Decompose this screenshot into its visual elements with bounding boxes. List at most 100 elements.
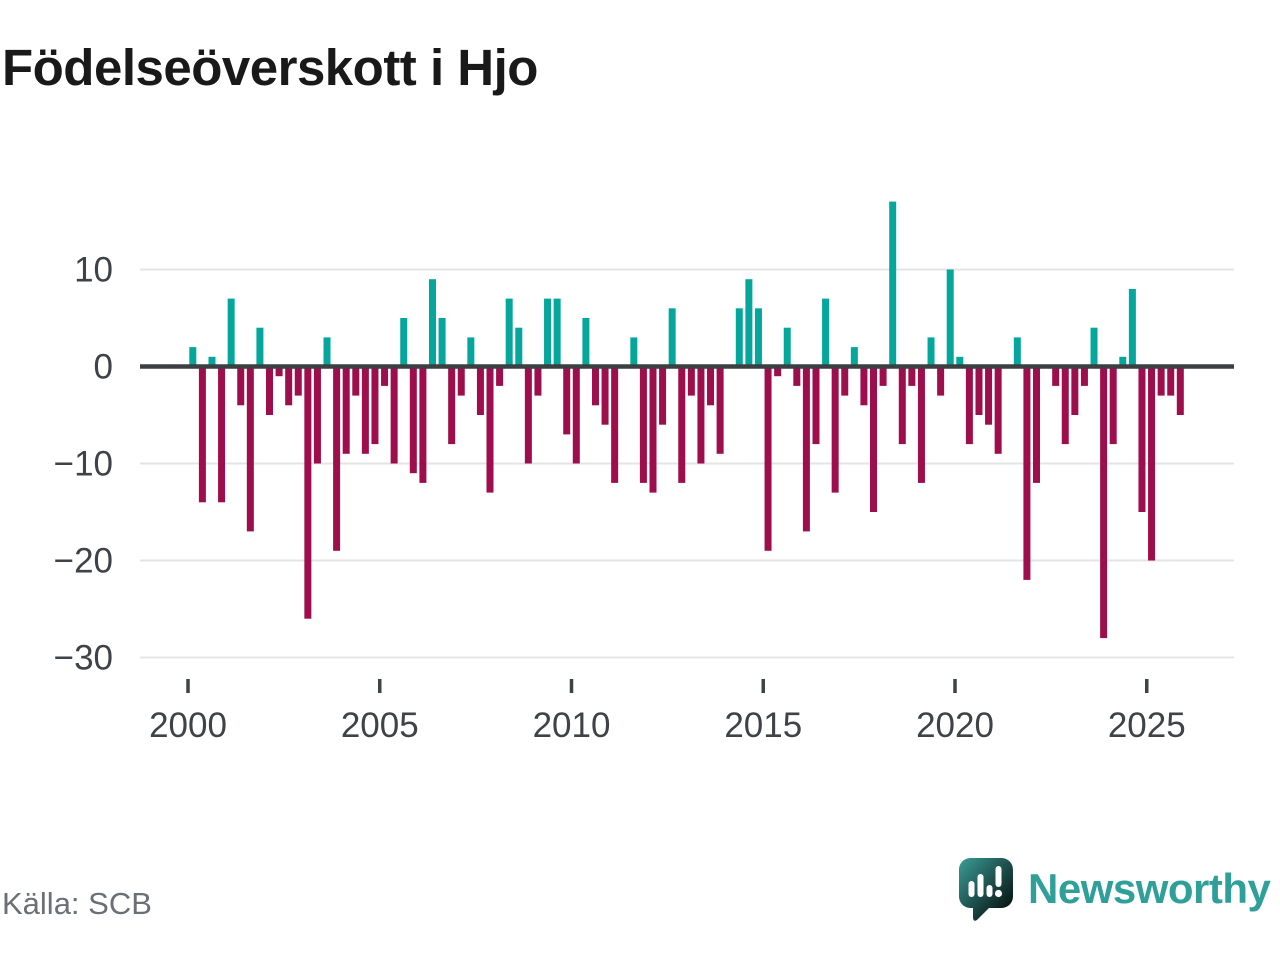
bar-2004Q3 [361,366,369,454]
bar-2020Q1 [956,356,964,367]
bar-2013Q1 [687,366,695,396]
bar-2009Q3 [553,298,561,367]
bar-2003Q3 [323,337,331,367]
bar-2024Q1 [1109,366,1117,445]
bar-2017Q3 [860,366,868,406]
bar-2006Q2 [428,279,436,367]
bar-2010Q3 [591,366,599,406]
y-tick-label--20: −20 [54,542,113,581]
bar-2017Q1 [841,366,849,396]
x-tick-label-2010: 2010 [533,706,611,745]
x-tick-label-2020: 2020 [916,706,994,745]
newsworthy-branding: Newsworthy [958,858,1271,924]
newsworthy-logo-icon [959,858,1013,921]
bar-2008Q3 [515,327,523,367]
bar-2015Q3 [783,327,791,367]
bar-2022Q1 [1033,366,1040,483]
bar-2012Q1 [649,366,657,493]
bar-2016Q4 [831,366,839,493]
bar-2012Q3 [668,308,676,367]
bar-2015Q2 [774,366,782,377]
bar-2009Q1 [534,366,542,396]
bar-2007Q1 [457,366,465,396]
bar-2001Q2 [237,366,245,406]
bar-2000Q4 [218,366,226,503]
bar-2019Q1 [917,366,925,483]
bar-2004Q4 [371,366,379,445]
bar-2023Q4 [1100,366,1108,639]
bar-2013Q3 [707,366,715,406]
bar-2025Q3 [1167,366,1175,396]
bar-2007Q4 [486,366,494,493]
bar-2025Q1 [1148,366,1156,561]
bar-2001Q1 [227,298,235,367]
bar-2000Q3 [208,356,216,367]
x-tick-label-2005: 2005 [341,706,419,745]
bar-2024Q4 [1138,366,1146,512]
bar-2017Q4 [870,366,878,512]
bar-2025Q4 [1176,366,1184,415]
bar-2002Q4 [294,366,302,396]
page-title: Födelseöverskott i Hjo [2,39,538,96]
x-tick-label-2025: 2025 [1108,706,1186,745]
bar-2013Q2 [697,366,705,464]
bar-2024Q3 [1128,288,1136,367]
bar-2019Q2 [927,337,935,367]
bar-2014Q2 [735,308,743,367]
y-tick-label--30: −30 [54,639,113,678]
newsworthy-wordmark: Newsworthy [1028,865,1271,912]
source-note: Källa: SCB [2,886,152,921]
logo-bar-2 [977,874,984,897]
bar-2022Q3 [1052,366,1060,386]
logo-bar-1 [968,881,975,897]
bar-2014Q3 [745,279,753,367]
bar-2002Q1 [266,366,273,415]
bar-2001Q4 [256,327,264,367]
bar-2025Q2 [1157,366,1165,396]
bar-2023Q1 [1071,366,1079,415]
bar-2021Q4 [1023,366,1031,580]
bar-2020Q3 [975,366,983,415]
bar-2018Q4 [908,366,916,386]
bar-2013Q4 [716,366,724,454]
bar-2000Q1 [189,347,197,367]
bar-2017Q2 [850,347,858,367]
bar-2009Q2 [544,298,552,367]
bar-2021Q3 [1013,337,1021,367]
bar-2018Q1 [879,366,887,386]
bar-2003Q1 [304,366,312,619]
bar-2015Q1 [764,366,772,551]
bar-2001Q3 [246,366,254,532]
bar-2004Q1 [342,366,350,454]
bar-2005Q4 [409,366,417,474]
bar-2011Q4 [639,366,647,483]
bar-2008Q4 [524,366,532,464]
speech-bubble-shape [959,858,1013,921]
bar-2005Q1 [381,366,389,386]
bar-2012Q2 [659,366,667,425]
bar-2018Q2 [889,201,897,367]
bar-2022Q4 [1061,366,1069,445]
bar-2007Q3 [476,366,484,415]
bar-2016Q1 [802,366,810,532]
bar-2008Q2 [505,298,513,367]
bar-2018Q3 [898,366,906,445]
bar-2020Q4 [985,366,993,425]
bar-2015Q4 [793,366,801,386]
bar-2011Q3 [630,337,638,367]
y-tick-label-0: 0 [94,348,113,387]
bar-2005Q3 [400,318,408,367]
bar-2010Q4 [601,366,609,425]
bar-2003Q4 [333,366,341,551]
bar-2002Q2 [275,366,283,377]
bar-2023Q3 [1090,327,1098,367]
x-tick-label-2000: 2000 [149,706,227,745]
bar-2016Q2 [812,366,820,445]
bar-2023Q2 [1080,366,1088,386]
bar-2004Q2 [352,366,360,396]
bar-2006Q1 [419,366,427,483]
y-tick-label-10: 10 [74,251,113,290]
bar-2011Q1 [611,366,619,483]
